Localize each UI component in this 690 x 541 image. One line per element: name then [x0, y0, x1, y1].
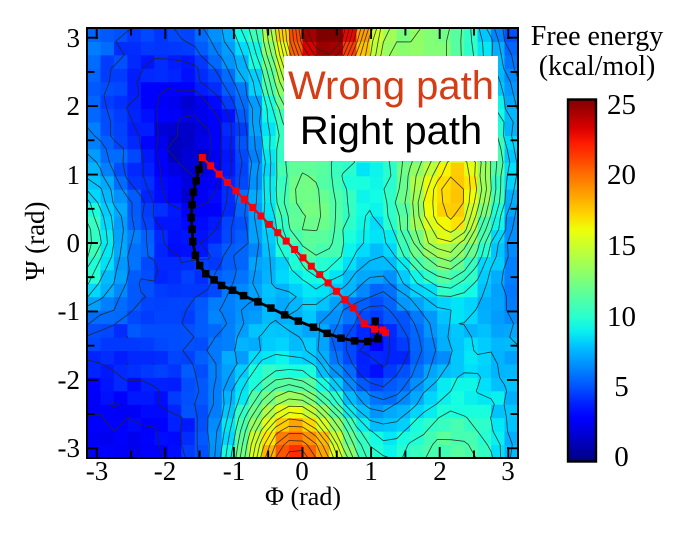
- svg-text:5: 5: [614, 371, 629, 403]
- svg-text:-3: -3: [86, 456, 109, 486]
- svg-text:15: 15: [607, 230, 636, 262]
- svg-text:1: 1: [67, 160, 81, 190]
- svg-text:1: 1: [364, 456, 378, 486]
- svg-text:2: 2: [67, 91, 81, 121]
- svg-text:(kcal/mol): (kcal/mol): [539, 51, 656, 82]
- svg-text:Ψ (rad): Ψ (rad): [20, 201, 50, 280]
- svg-text:Wrong path: Wrong path: [288, 64, 494, 108]
- svg-text:-1: -1: [223, 456, 246, 486]
- svg-text:2: 2: [433, 456, 447, 486]
- svg-text:25: 25: [607, 89, 636, 121]
- svg-text:Free energy: Free energy: [531, 21, 663, 52]
- svg-text:3: 3: [67, 23, 81, 53]
- svg-text:-3: -3: [58, 433, 81, 463]
- svg-text:Φ (rad): Φ (rad): [265, 482, 341, 511]
- svg-text:-1: -1: [58, 296, 81, 326]
- svg-text:10: 10: [607, 301, 636, 333]
- svg-text:Right path: Right path: [300, 109, 482, 153]
- svg-text:20: 20: [607, 159, 636, 191]
- svg-text:-2: -2: [154, 456, 177, 486]
- svg-text:0: 0: [67, 228, 81, 258]
- svg-text:0: 0: [614, 441, 629, 473]
- svg-text:0: 0: [295, 456, 309, 486]
- svg-text:-2: -2: [58, 365, 81, 395]
- svg-text:3: 3: [501, 456, 515, 486]
